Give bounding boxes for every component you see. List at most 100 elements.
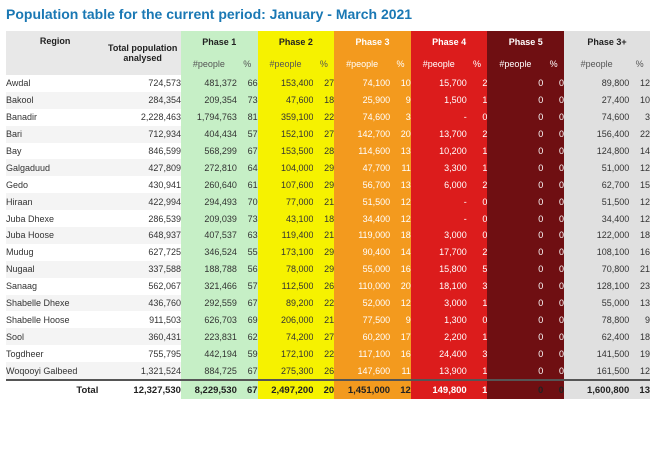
phase4-people-cell: -: [410, 193, 467, 211]
phase2-percent-cell: 18: [313, 210, 335, 228]
phase4-percent-cell: 3: [466, 345, 488, 363]
phase4-people-cell: 3,000: [410, 227, 467, 244]
region-header: Region: [6, 31, 105, 75]
phase1-people-cell: 272,810: [180, 159, 237, 177]
phase4-people-cell: -: [410, 210, 467, 228]
phase1-people-cell: 188,788: [180, 260, 237, 278]
phase5-people-cell: 0: [487, 277, 544, 295]
phase1-percent-cell: 61: [236, 176, 258, 194]
phase4-people-cell: 24,400: [410, 345, 467, 363]
phase4-percent-header: %: [466, 53, 488, 75]
total-population-cell: 286,539: [148, 213, 181, 224]
total-label: Total: [6, 379, 105, 400]
phase5-percent-cell: 0: [543, 193, 565, 211]
phase3plus-percent-cell: 12: [629, 159, 650, 177]
phase4-percent-cell: 1: [466, 159, 488, 177]
phase1-people-cell: 1,794,763: [180, 108, 237, 126]
phase3plus-percent-cell: 12: [629, 210, 650, 228]
phase4-people-cell: 2,200: [410, 328, 467, 346]
phase3-people-cell: 110,000: [334, 277, 391, 295]
phase2-people-cell: 173,100: [257, 243, 314, 261]
phase5-percent-cell: 0: [543, 91, 565, 109]
phase5-people-cell: 0: [487, 311, 544, 329]
phase5-people-cell: 0: [487, 210, 544, 228]
region-cell: Banadir: [6, 108, 105, 126]
table-row: Togdheer 755,795 442,194 59 172,100 22 117,100…: [6, 345, 650, 363]
table-row: Juba Hoose 648,937 407,537 63 119,400 21 119,0…: [6, 227, 650, 244]
phase3plus-people-cell: 74,600: [564, 108, 630, 126]
phase4-people-cell: 13,900: [410, 362, 467, 381]
region-cell: Shabelle Hoose: [6, 311, 105, 329]
region-cell: Sool: [6, 328, 105, 346]
phase2-percent-cell: 26: [313, 277, 335, 295]
phase1-percent-cell: 62: [236, 328, 258, 346]
phase1-percent-cell: 73: [236, 210, 258, 228]
phase2-people-cell: 74,200: [257, 328, 314, 346]
phase3-people-cell: 90,400: [334, 243, 391, 261]
total-population-cell: 846,599: [148, 146, 181, 156]
region-cell: Togdheer: [6, 345, 105, 363]
phase5-people-header: #people: [487, 53, 544, 75]
region-cell: Hiraan: [6, 193, 105, 211]
phase3plus-people-cell: 34,400: [564, 210, 630, 228]
region-cell: Galgaduud: [6, 159, 105, 177]
region-cell: Shabelle Dhexe: [6, 294, 105, 312]
total-population-cell: 712,934: [104, 125, 181, 143]
phase2-percent-cell: 22: [313, 108, 335, 126]
phase2-people-cell: 119,400: [257, 227, 314, 244]
phase2-people-cell: 89,200: [257, 294, 314, 312]
phase3-percent-cell: 16: [390, 345, 411, 363]
table-row: Bay 846,599 568,299 67 153,500 28 114,600 13 10,…: [6, 142, 650, 160]
phase2-people-cell: 78,000: [257, 260, 314, 278]
phase1-people-cell: 407,537: [180, 227, 237, 244]
phase3plus-percent-cell: 13: [629, 379, 650, 400]
phase3-percent-cell: 20: [390, 125, 411, 143]
phase2-percent-cell: 26: [313, 362, 335, 381]
phase5-header: Phase 5: [487, 31, 565, 53]
phase5-percent-cell: 0: [543, 294, 565, 312]
phase1-percent-cell: 67: [236, 379, 258, 400]
phase4-percent-cell: 2: [466, 176, 488, 194]
total-population-cell: 627,725: [148, 247, 181, 258]
table-row: Sanaag 562,067 321,466 57 112,500 26 110,000 20…: [6, 277, 650, 295]
phase4-people-cell: 3,300: [410, 159, 467, 177]
phase2-people-cell: 275,300: [257, 362, 314, 381]
region-cell: Bari: [6, 125, 105, 143]
region-cell: Nugaal: [6, 260, 105, 278]
phase4-people-cell: 1,300: [410, 311, 467, 329]
table-row: Bakool 284,354 209,354 73 47,600 18 25,900 9 1,5…: [6, 91, 650, 109]
region-cell: Juba Dhexe: [6, 210, 105, 228]
phase3plus-people-cell: 89,800: [564, 75, 630, 92]
phase2-percent-cell: 27: [313, 75, 335, 92]
phase1-percent-cell: 73: [236, 91, 258, 109]
phase1-people-cell: 294,493: [180, 193, 237, 211]
table-row: Awdal 724,573 481,372 66 153,400 27 74,100 10 15…: [6, 75, 650, 92]
phase1-percent-cell: 59: [236, 345, 258, 363]
phase3plus-people-cell: 1,600,800: [564, 379, 630, 400]
phase1-people-cell: 626,703: [180, 311, 237, 329]
phase3plus-people-header: #people: [564, 53, 630, 75]
phase4-percent-cell: 2: [466, 125, 488, 143]
phase2-percent-cell: 29: [313, 243, 335, 261]
phase4-percent-cell: 1: [466, 379, 488, 400]
phase4-people-cell: 18,100: [410, 277, 467, 295]
page-title: Population table for the current period:…: [6, 6, 413, 22]
phase5-percent-cell: 0: [543, 243, 565, 261]
total-population-cell: 360,431: [104, 328, 181, 346]
table-row: Gedo 430,941 260,640 61 107,600 29 56,700 13 6,0…: [6, 176, 650, 194]
total-population-header: Total population analysed: [104, 31, 181, 75]
phase4-people-cell: 10,200: [410, 142, 467, 160]
total-population-cell: 1,321,524: [104, 362, 181, 381]
phase3-percent-cell: 12: [390, 210, 411, 228]
phase3plus-people-cell: 78,800: [564, 311, 630, 329]
phase3-percent-cell: 11: [390, 159, 411, 177]
total-row: Total 12,327,530 8,229,530 67 2,497,200 20 1,4…: [6, 379, 650, 400]
region-cell: Sanaag: [6, 277, 105, 295]
phase5-people-cell: 0: [487, 142, 544, 160]
phase2-people-cell: 112,500: [257, 277, 314, 295]
phase1-percent-cell: 66: [236, 75, 258, 92]
phase4-percent-cell: 0: [466, 108, 488, 126]
total-population-cell: 430,941: [148, 179, 181, 190]
total-population-cell: 422,994: [104, 193, 181, 211]
phase1-percent-cell: 57: [236, 125, 258, 143]
